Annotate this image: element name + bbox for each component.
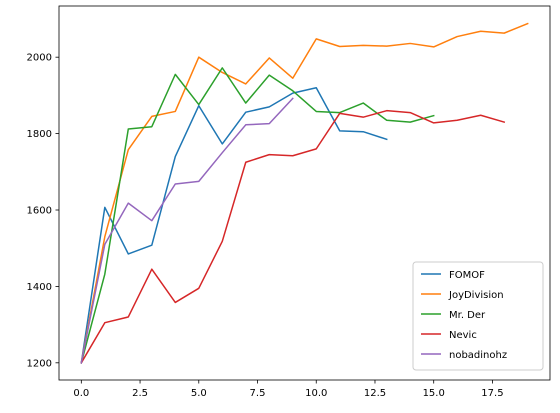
- series-line-4: [80, 97, 294, 364]
- y-tick-label: 1400: [27, 282, 52, 293]
- series-line-0: [80, 87, 388, 364]
- series-line-2: [80, 67, 435, 364]
- series-layer: [80, 22, 529, 364]
- x-tick-label: 12.5: [364, 388, 386, 399]
- legend-label-4: nobadinohz: [449, 350, 507, 361]
- x-tick-label: 10.0: [305, 388, 327, 399]
- x-tick-label: 0.0: [73, 388, 89, 399]
- x-tick-label: 7.5: [250, 388, 266, 399]
- plot-frame: [58, 5, 551, 381]
- legend-label-1: JoyDivision: [448, 290, 504, 301]
- axes-layer: 0.0 2.5 5.0 7.5 10.0 12.5 15.0 17.5 1200 1400 1600…: [27, 5, 551, 399]
- y-tick-label: 2000: [27, 53, 52, 64]
- x-tick-label: 15.0: [423, 388, 445, 399]
- x-tick-label: 5.0: [191, 388, 207, 399]
- x-tick-label: 17.5: [481, 388, 503, 399]
- legend-label-3: Nevic: [449, 330, 477, 341]
- legend-label-2: Mr. Der: [449, 310, 486, 321]
- y-tick-label: 1600: [27, 206, 52, 217]
- series-line-3: [80, 109, 506, 364]
- series-line-1: [80, 22, 529, 364]
- legend-label-0: FOMOF: [449, 270, 485, 281]
- y-tick-label: 1800: [27, 129, 52, 140]
- y-tick-label: 1200: [27, 358, 52, 369]
- x-tick-label: 2.5: [132, 388, 148, 399]
- legend-box: [412, 261, 544, 371]
- legend: FOMOF JoyDivision Mr. Der Nevic nobadinohz: [412, 261, 544, 371]
